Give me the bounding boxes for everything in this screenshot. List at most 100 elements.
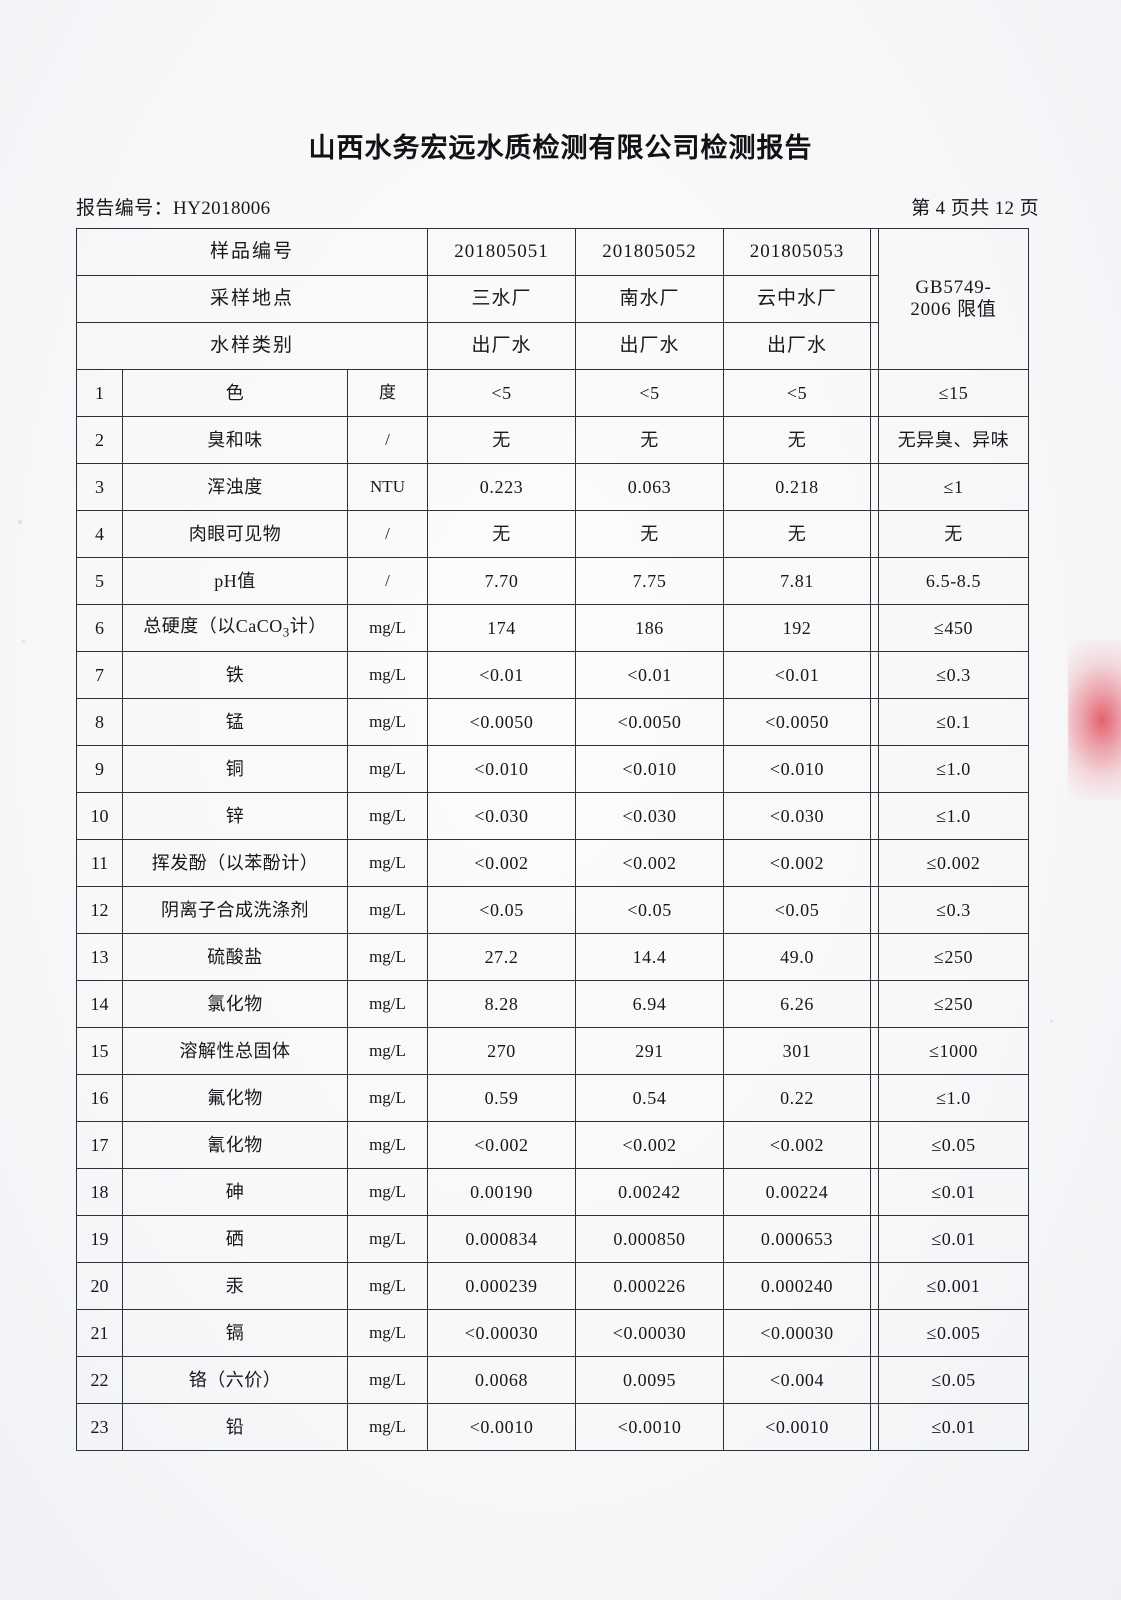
row-index: 22 [76,1356,123,1404]
row-index: 11 [76,839,123,887]
row-value-2: 7.75 [575,557,725,605]
row-parameter: 臭和味 [122,416,348,464]
row-limit: ≤1000 [878,1027,1030,1075]
row-parameter: 锌 [122,792,348,840]
column-separator-gap [870,745,880,793]
table-row: 20 汞 mg/L 0.000239 0.000226 0.000240 ≤0.001 [76,1262,1030,1310]
row-value-1: 0.59 [427,1074,577,1122]
column-separator-gap [870,369,880,417]
row-value-2: 291 [575,1027,725,1075]
row-parameter: 氯化物 [122,980,348,1028]
row-value-1: <5 [427,369,577,417]
row-value-2: 0.54 [575,1074,725,1122]
row-unit: / [346,416,429,464]
row-parameter: 铜 [122,745,348,793]
row-unit: mg/L [346,651,429,699]
column-separator-gap [870,839,880,887]
table-body: 样品编号 201805051 201805052 201805053 GB574… [75,228,1030,1451]
row-value-3: <0.01 [723,651,872,699]
row-value-1: 27.2 [427,933,577,981]
row-value-2: 0.000226 [575,1262,725,1310]
row-index: 16 [76,1074,123,1122]
table-row: 4 肉眼可见物 / 无无无无 [76,510,1030,558]
row-value-1: 174 [427,604,577,652]
header-water-type-2: 出厂水 [575,322,725,370]
report-meta-row: 报告编号：HY2018006 第 4 页共 12 页 [76,193,1039,220]
row-value-3: 6.26 [723,980,872,1028]
column-separator-gap [870,1309,880,1357]
row-value-1: 270 [427,1027,577,1075]
row-limit: ≤250 [878,980,1030,1028]
table-row: 7 铁 mg/L <0.01 <0.01 <0.01 ≤0.3 [76,651,1030,699]
row-value-3: 0.218 [723,463,872,511]
row-unit: mg/L [346,1403,429,1451]
table-row: 10 锌 mg/L <0.030 <0.030 <0.030 ≤1.0 [76,792,1030,840]
row-unit: mg/L [346,1027,429,1075]
row-index: 19 [76,1215,123,1263]
row-value-3: 192 [723,604,872,652]
column-separator-gap [870,604,880,652]
column-separator-gap [870,1027,880,1075]
row-value-3: 无 [723,416,872,464]
header-water-type-1: 出厂水 [427,322,577,370]
row-unit: mg/L [346,745,429,793]
row-value-2: <0.010 [575,745,725,793]
row-unit: mg/L [346,1356,429,1404]
row-limit: ≤1.0 [878,792,1030,840]
row-value-3: <0.0050 [723,698,872,746]
row-value-2: 无 [575,416,725,464]
row-parameter: 硫酸盐 [122,933,348,981]
column-separator-gap [870,933,880,981]
row-limit: ≤1 [878,463,1030,511]
row-value-2: <0.00030 [575,1309,725,1357]
row-unit: mg/L [346,698,429,746]
row-unit: mg/L [346,839,429,887]
table-row: 3 浑浊度 NTU 0.223 0.063 0.218 ≤1 [76,463,1030,511]
row-value-2: <0.01 [575,651,725,699]
row-value-3: 0.00224 [723,1168,872,1216]
column-separator-gap [870,980,880,1028]
table-row: 19 硒 mg/L 0.000834 0.000850 0.000653 ≤0.01 [76,1215,1030,1263]
column-separator-gap [870,510,880,558]
header-label-location: 采样地点 [75,275,429,323]
column-separator-gap [870,698,880,746]
row-index: 13 [76,933,123,981]
row-value-2: 0.0095 [575,1356,725,1404]
row-unit: / [346,557,429,605]
row-parameter: 氰化物 [122,1121,348,1169]
row-value-3: <0.002 [723,839,872,887]
row-limit: ≤250 [878,933,1030,981]
row-limit: ≤0.05 [878,1356,1030,1404]
row-value-1: 0.00190 [427,1168,577,1216]
row-limit: 无 [878,510,1030,558]
header-sample-no-3: 201805053 [723,228,872,276]
row-limit: ≤0.1 [878,698,1030,746]
table-row: 16 氟化物 mg/L 0.59 0.54 0.22 ≤1.0 [76,1074,1030,1122]
row-limit: ≤0.005 [878,1309,1030,1357]
table-row: 6 总硬度（以CaCO3计） mg/L 174 186 192 ≤450 [76,604,1030,652]
column-separator-gap [870,1215,880,1263]
row-value-2: 186 [575,604,725,652]
row-parameter: 铬（六价） [122,1356,348,1404]
row-value-2: <0.05 [575,886,725,934]
row-parameter: 浑浊度 [122,463,348,511]
row-unit: mg/L [346,1309,429,1357]
row-value-3: 0.000240 [723,1262,872,1310]
column-separator-gap [870,1262,880,1310]
row-value-1: 8.28 [427,980,577,1028]
row-value-2: <0.0050 [575,698,725,746]
row-parameter: 氟化物 [122,1074,348,1122]
column-separator-gap [870,228,880,276]
table-row: 8 锰 mg/L <0.0050 <0.0050 <0.0050 ≤0.1 [76,698,1030,746]
row-index: 15 [76,1027,123,1075]
row-unit: mg/L [346,1121,429,1169]
table-row: 15 溶解性总固体 mg/L 270 291 301 ≤1000 [76,1027,1030,1075]
table-row: 12 阴离子合成洗涤剂 mg/L <0.05 <0.05 <0.05 ≤0.3 [76,886,1030,934]
header-limit-line-2: 2006 限值 [910,299,997,320]
row-index: 12 [76,886,123,934]
row-value-1: <0.0050 [427,698,577,746]
page-number: 第 4 页共 12 页 [911,198,1039,219]
row-value-1: <0.002 [427,839,577,887]
header-location-2: 南水厂 [575,275,725,323]
